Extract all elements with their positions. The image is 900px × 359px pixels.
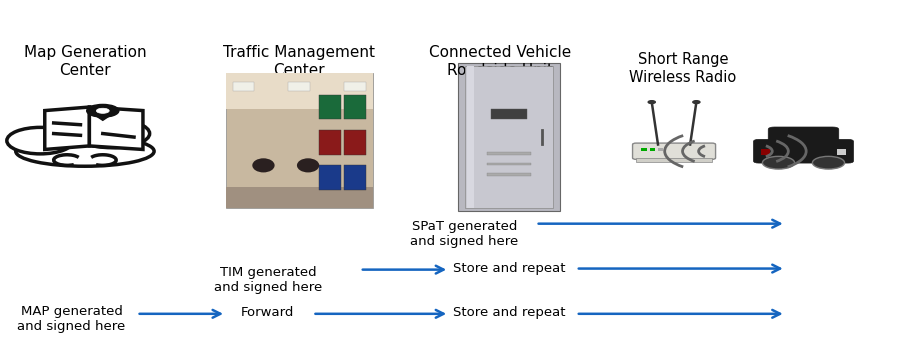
Bar [226, 74, 373, 109]
Ellipse shape [252, 158, 274, 172]
Bar [457, 63, 561, 211]
Text: Traffic Management
Center: Traffic Management Center [223, 45, 375, 78]
Bar [466, 66, 473, 208]
Polygon shape [89, 107, 143, 149]
Bar [837, 149, 846, 155]
Bar [487, 163, 531, 165]
Bar [344, 165, 365, 190]
FancyBboxPatch shape [769, 127, 839, 147]
Bar [487, 173, 531, 176]
Text: Forward: Forward [241, 306, 294, 319]
Bar [226, 187, 373, 208]
Bar [464, 66, 554, 208]
Bar [226, 74, 373, 208]
Bar [320, 95, 341, 120]
Text: Store and repeat: Store and repeat [453, 262, 565, 275]
Bar [320, 130, 341, 155]
Bar [658, 148, 663, 150]
Text: SPaT generated
and signed here: SPaT generated and signed here [410, 220, 518, 248]
Circle shape [648, 101, 655, 103]
Bar [642, 148, 647, 150]
Circle shape [96, 108, 109, 113]
Polygon shape [93, 114, 112, 120]
Circle shape [762, 157, 795, 169]
Text: TIM generated
and signed here: TIM generated and signed here [214, 266, 322, 294]
Bar [288, 82, 310, 91]
Bar [344, 95, 365, 120]
Text: MAP generated
and signed here: MAP generated and signed here [17, 305, 126, 333]
Text: Connected Vehicle
Roadside Unit: Connected Vehicle Roadside Unit [429, 45, 572, 78]
Circle shape [86, 104, 119, 117]
Bar [233, 82, 254, 91]
Bar [760, 149, 770, 155]
Circle shape [693, 101, 700, 103]
Bar [636, 158, 712, 162]
Ellipse shape [7, 127, 74, 154]
Text: Short Range
Wireless Radio: Short Range Wireless Radio [629, 52, 736, 85]
Ellipse shape [74, 120, 149, 148]
Bar [320, 165, 341, 190]
FancyBboxPatch shape [753, 139, 853, 163]
Bar [344, 82, 365, 91]
Bar [344, 130, 365, 155]
Ellipse shape [15, 136, 154, 166]
Ellipse shape [297, 158, 320, 172]
Ellipse shape [47, 113, 105, 136]
Polygon shape [45, 107, 89, 149]
Bar [491, 109, 526, 120]
FancyBboxPatch shape [633, 143, 716, 159]
Circle shape [813, 157, 844, 169]
Text: Store and repeat: Store and repeat [453, 306, 565, 319]
Bar [650, 148, 655, 150]
Text: Map Generation
Center: Map Generation Center [23, 45, 146, 78]
Bar [487, 152, 531, 155]
